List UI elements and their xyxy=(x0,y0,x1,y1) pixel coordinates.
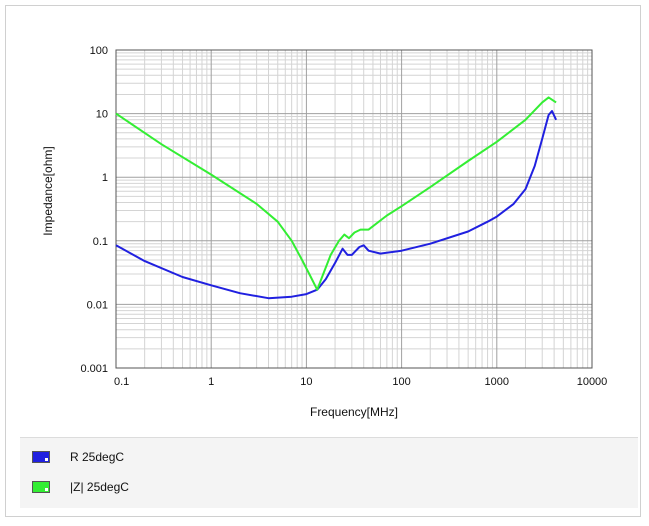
legend-label-z: |Z| 25degC xyxy=(70,480,129,494)
legend-label-r: R 25degC xyxy=(70,450,125,464)
chart-frame xyxy=(5,5,641,517)
x-tick-label: 0.1 xyxy=(114,376,129,388)
legend-swatch-z xyxy=(32,481,50,493)
y-tick-label: 10 xyxy=(96,109,108,121)
y-tick-label: 1 xyxy=(102,172,108,184)
x-tick-labels: 0.1 1 10 100 1000 10000 xyxy=(114,376,607,388)
legend-item-r: R 25degC xyxy=(32,446,124,468)
y-tick-label: 100 xyxy=(90,45,108,57)
series-line-r xyxy=(115,110,558,300)
y-tick-labels: 0.001 0.01 0.1 1 10 100 xyxy=(80,45,108,375)
x-axis-label: Frequency[MHz] xyxy=(310,405,398,419)
series-lines xyxy=(115,96,558,300)
x-tick-label: 1000 xyxy=(485,376,509,388)
y-tick-label: 0.1 xyxy=(93,236,108,248)
x-tick-label: 10 xyxy=(300,376,312,388)
x-tick-label: 10000 xyxy=(577,376,608,388)
series-line-z xyxy=(115,96,557,291)
y-tick-label: 0.001 xyxy=(80,363,108,375)
legend-swatch-r xyxy=(32,451,50,463)
y-tick-label: 0.01 xyxy=(87,299,108,311)
legend-item-z: |Z| 25degC xyxy=(32,476,129,498)
minor-grid xyxy=(116,50,592,368)
major-grid xyxy=(115,50,592,369)
chart-legend: R 25degC |Z| 25degC xyxy=(20,437,638,508)
x-tick-label: 100 xyxy=(392,376,410,388)
y-axis-label: Impedance[ohm] xyxy=(41,146,55,235)
plot-border xyxy=(115,49,593,369)
x-tick-label: 1 xyxy=(208,376,214,388)
